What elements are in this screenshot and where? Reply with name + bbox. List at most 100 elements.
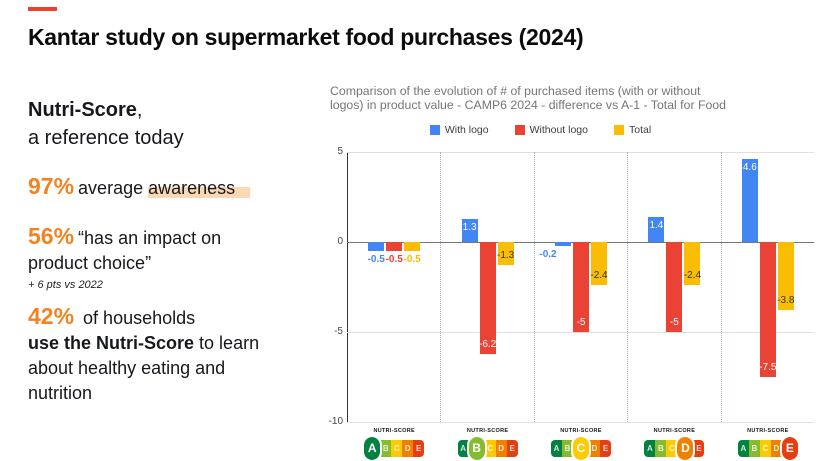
- nutri-letter-B: B: [655, 439, 667, 457]
- gridline: [347, 152, 814, 153]
- bar-total-A: [404, 242, 421, 251]
- nutri-letter-C: C: [391, 439, 403, 457]
- nutri-score-wordmark: NUTRI-SCORE: [560, 428, 602, 434]
- nutri-score-heading: Nutri-Score, a reference today: [28, 96, 184, 152]
- nutri-score-logo-A: NUTRI-SCORE A B C D E: [362, 428, 425, 461]
- bar-value-label: -1.3: [496, 250, 515, 262]
- nutri-letter-E: E: [779, 434, 800, 461]
- bar-total-D: [684, 242, 701, 286]
- stat-impact: 56% “has an impact on product choice” + 6…: [28, 224, 278, 293]
- bar-group-B: 1.3 -6.2 -1.3 NUTRI-SCORE A B C D E: [441, 152, 535, 461]
- chart-title-line1: Comparison of the evolution of # of purc…: [330, 84, 701, 98]
- bar-chart: Comparison of the evolution of # of purc…: [329, 84, 824, 461]
- y-axis-line: [347, 152, 348, 422]
- legend-item: Without logo: [514, 124, 588, 136]
- bar-with-logo-A: [368, 242, 385, 251]
- stat-households: 42% of households use the Nutri-Score to…: [28, 304, 308, 406]
- nutri-letter-E: E: [413, 439, 425, 457]
- heading-comma: ,: [136, 99, 143, 121]
- nutri-letter-A: A: [644, 439, 656, 457]
- stat-impact-value: 56%: [28, 223, 75, 249]
- y-axis-tick-label: 5: [337, 146, 343, 157]
- nutri-letter-C: C: [571, 434, 592, 461]
- heading-bold: Nutri-Score: [28, 99, 137, 121]
- nutri-letter-A: A: [551, 439, 563, 457]
- nutri-score-logo-C: NUTRI-SCORE A B C D E: [551, 428, 612, 461]
- plot-area: 5 0 -5 -10 -0.5 -0.5 -0.5 NUTRI-SCORE A B C D E 1.3 -6…: [329, 146, 814, 461]
- bar-value-label: -0.5: [367, 254, 385, 265]
- stat-awareness: 97% average awareness: [28, 174, 328, 201]
- nutri-letter-E: E: [600, 439, 612, 457]
- nutri-letter-A: A: [362, 434, 383, 461]
- nutri-letter-A: A: [737, 439, 749, 457]
- legend-swatch-total: [613, 125, 624, 135]
- bar-value-label: -5: [576, 317, 586, 328]
- nutri-letter-B: B: [466, 434, 487, 461]
- legend-swatch-with-logo: [429, 125, 440, 135]
- bar-value-label: -0.5: [385, 254, 403, 265]
- bar-total-B: [497, 242, 514, 266]
- bar-value-label: -5: [669, 317, 679, 328]
- bar-value-label: -0.2: [539, 248, 557, 260]
- bar-groups: -0.5 -0.5 -0.5 NUTRI-SCORE A B C D E 1.3 -6.2 -1.3 N…: [348, 152, 814, 461]
- bar-with-logo-D: [648, 216, 665, 242]
- bar-value-label: -7.5: [759, 362, 777, 373]
- bar-without-logo-C: [573, 242, 590, 332]
- bar-group-C: -0.2 -5 -2.4 NUTRI-SCORE A B C D E: [535, 152, 629, 461]
- nutri-letter-D: D: [675, 434, 696, 461]
- stat-awareness-pre: average: [78, 178, 149, 198]
- legend-label: With logo: [444, 124, 489, 136]
- stat-households-l2: to learn: [194, 333, 260, 353]
- chart-title-line2: logos) in product value - CAMP6 2024 - d…: [330, 98, 726, 112]
- legend-swatch-without-logo: [514, 125, 525, 135]
- bar-value-label: -0.5: [403, 254, 421, 265]
- red-accent-dash: [28, 7, 57, 11]
- bar-group-D: 1.4 -5 -2.4 NUTRI-SCORE A B C D E: [628, 152, 722, 461]
- legend-label: Without logo: [529, 124, 588, 136]
- legend-item: With logo: [429, 124, 489, 136]
- stat-impact-line2: product choice”: [28, 253, 152, 273]
- stat-households-l1: of households: [78, 308, 196, 328]
- stat-awareness-value: 97%: [28, 173, 75, 199]
- nutri-letter-B: B: [748, 439, 760, 457]
- y-axis-tick-label: -10: [328, 416, 343, 427]
- nutri-letter-D: D: [770, 439, 782, 457]
- slide-title: Kantar study on supermarket food purchas…: [28, 24, 584, 50]
- nutri-letter-C: C: [484, 439, 496, 457]
- nutri-letter-C: C: [666, 439, 678, 457]
- bar-without-logo-E: [759, 242, 776, 377]
- bar-value-label: -2.4: [590, 270, 608, 282]
- nutri-letter-D: D: [495, 439, 507, 457]
- stat-impact-note: + 6 pts vs 2022: [28, 279, 103, 291]
- heading-line2: a reference today: [28, 127, 184, 149]
- bar-total-E: [777, 242, 794, 311]
- nutri-score-logo-E: NUTRI-SCORE A B C D E: [737, 428, 800, 461]
- nutri-letter-B: B: [380, 439, 392, 457]
- chart-title: Comparison of the evolution of # of purc…: [330, 84, 824, 112]
- bar-total-C: [591, 242, 608, 286]
- bar-with-logo-C: [555, 242, 572, 246]
- nutri-letter-D: D: [402, 439, 414, 457]
- gridline: [347, 422, 814, 423]
- nutri-score-logo-D: NUTRI-SCORE A B C D E: [644, 428, 705, 461]
- bar-value-label: 1.3: [462, 221, 477, 233]
- bar-without-logo-D: [666, 242, 683, 332]
- nutri-score-wordmark: NUTRI-SCORE: [747, 428, 789, 434]
- bar-with-logo-E: [741, 159, 758, 242]
- bar-value-label: -2.4: [683, 270, 702, 282]
- bar-with-logo-B: [461, 218, 478, 242]
- bar-value-label: 4.6: [742, 162, 757, 174]
- legend-label: Total: [628, 124, 652, 136]
- stat-awareness-highlight: awareness: [148, 178, 251, 198]
- legend-item: Total: [613, 124, 652, 136]
- bar-value-label: -6.2: [478, 338, 497, 350]
- bar-value-label: -3.8: [777, 295, 795, 307]
- gridline: [347, 332, 814, 333]
- nutri-letter-C: C: [759, 439, 771, 457]
- nutri-score-wordmark: NUTRI-SCORE: [373, 428, 415, 434]
